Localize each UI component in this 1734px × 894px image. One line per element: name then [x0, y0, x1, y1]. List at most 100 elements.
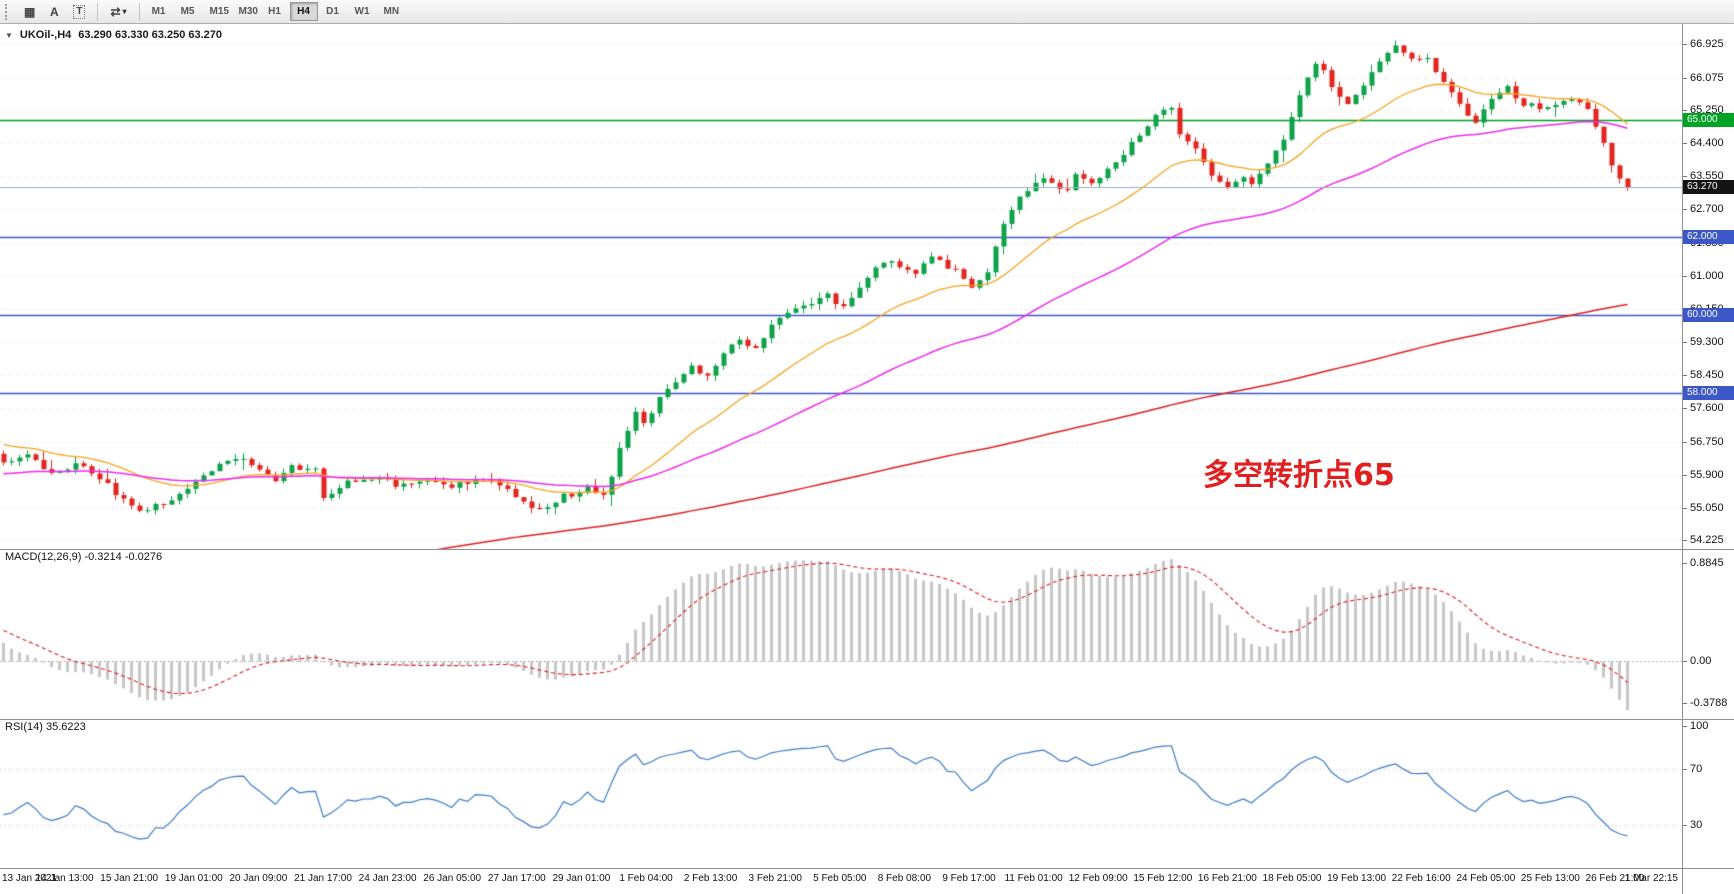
axis-tick — [1683, 275, 1687, 277]
time-axis-label: 15 Feb 12:00 — [1133, 873, 1193, 884]
legend-symbol: UKOil-,H4 — [19, 29, 72, 41]
chevron-down-icon: ▾ — [122, 7, 127, 16]
time-axis-label: 20 Jan 09:00 — [229, 873, 288, 884]
time-axis-label: 13 Jan 2021 — [2, 873, 58, 884]
toolbar-separator — [97, 2, 99, 21]
macd-label: MACD(12,26,9) -0.3214 -0.0276 — [5, 551, 163, 563]
time-axis-label: 5 Feb 05:00 — [813, 873, 867, 884]
axis-tick — [1683, 176, 1687, 178]
legend-ohlc: 63.290 63.330 63.250 63.270 — [78, 29, 223, 41]
toolbar-grip-handle[interactable] — [5, 3, 12, 20]
axis-tick — [1683, 342, 1687, 344]
axis-label: 61.000 — [1690, 269, 1724, 282]
timeframe-group: M1 M5 M15 M30 H1 H4 D1 W1 MN — [145, 2, 405, 21]
timeframe-button-w1[interactable]: W1 — [348, 2, 376, 21]
letter-t-icon: T — [73, 4, 86, 19]
timeframe-button-m30[interactable]: M30 — [232, 2, 260, 21]
axis-label: 0.00 — [1690, 654, 1712, 667]
time-axis-label: 22 Feb 16:00 — [1391, 873, 1451, 884]
axis-label: 64.400 — [1690, 137, 1724, 150]
pane-separator[interactable] — [0, 719, 1734, 720]
timeframe-button-m5[interactable]: M5 — [174, 2, 202, 21]
time-axis-label: 1 Feb 04:00 — [619, 873, 673, 884]
support-price-badge: 60.000 — [1683, 307, 1734, 322]
support-price-badge: 62.000 — [1683, 229, 1734, 244]
axis-tick — [1683, 77, 1687, 79]
time-axis-label: 25 Feb 13:00 — [1520, 873, 1580, 884]
time-axis-label: 16 Feb 21:00 — [1197, 873, 1257, 884]
axis-label: 66.075 — [1690, 71, 1724, 84]
axis-tick — [1683, 825, 1687, 827]
timeframe-button-h1[interactable]: H1 — [261, 2, 289, 21]
axis-tick — [1683, 540, 1687, 542]
axis-tick — [1683, 768, 1687, 770]
axis-tick — [1683, 143, 1687, 145]
timeframe-button-m1[interactable]: M1 — [145, 2, 173, 21]
time-axis-label: 19 Jan 01:00 — [164, 873, 223, 884]
time-axis-label: 18 Feb 05:00 — [1262, 873, 1322, 884]
time-axis-label: 8 Feb 08:00 — [877, 873, 932, 884]
time-axis-separator — [0, 868, 1734, 869]
axis-label: 59.300 — [1690, 336, 1724, 349]
chart-canvas[interactable] — [0, 24, 1682, 894]
cycle-tool-button[interactable]: ⇄ ▾ — [103, 2, 133, 22]
time-axis-label: 1 Mar 22:15 — [1624, 873, 1678, 884]
axis-label: 70 — [1690, 762, 1703, 775]
time-axis-label: 15 Jan 21:00 — [100, 873, 159, 884]
time-axis-label: 11 Feb 01:00 — [1004, 873, 1063, 884]
axis-label: 55.050 — [1690, 502, 1724, 514]
time-axis-label: 2 Feb 13:00 — [683, 873, 738, 884]
grid-tool-button[interactable]: ▦ — [17, 2, 42, 22]
cycle-arrows-icon: ⇄ — [110, 4, 121, 19]
time-axis-label: 26 Feb 21:00 — [1585, 873, 1645, 884]
time-axis-label: 24 Feb 05:00 — [1456, 873, 1516, 884]
timeframe-button-mn[interactable]: MN — [377, 2, 405, 21]
axis-label: 100 — [1690, 720, 1709, 733]
text-label-button[interactable]: T — [66, 2, 92, 22]
axis-tick — [1683, 474, 1687, 476]
time-axis-label: 24 Jan 23:00 — [358, 873, 417, 884]
axis-label: 0.8845 — [1690, 556, 1724, 569]
timeframe-button-h4[interactable]: H4 — [289, 2, 318, 21]
axis-label: 56.750 — [1690, 435, 1724, 448]
support-price-badge: 58.000 — [1683, 385, 1734, 400]
time-axis-label: 3 Feb 21:00 — [748, 873, 802, 884]
axis-label: 66.925 — [1690, 38, 1724, 51]
timeframe-button-d1[interactable]: D1 — [319, 2, 347, 21]
chart-legend: ▼ UKOil-,H4 63.290 63.330 63.250 63.270 — [5, 29, 222, 41]
axis-tick — [1683, 660, 1687, 662]
axis-label: 63.550 — [1690, 170, 1724, 183]
time-axis-label: 29 Jan 01:00 — [552, 873, 611, 884]
axis-label: 54.225 — [1690, 534, 1724, 547]
text-annotation-button[interactable]: A — [42, 2, 66, 22]
rsi-label: RSI(14) 35.6223 — [5, 721, 86, 733]
axis-tick — [1683, 562, 1687, 564]
time-axis: 13 Jan 2021 14 Jan 13:00 15 Jan 21:00 19 Ja… — [0, 869, 1734, 894]
time-axis-label: 26 Jan 05:00 — [423, 873, 482, 884]
axis-label: 57.600 — [1690, 402, 1724, 415]
axis-tick — [1683, 44, 1687, 46]
time-axis-label: 9 Feb 17:00 — [942, 873, 996, 884]
grid-icon: ▦ — [24, 4, 36, 19]
axis-label: -0.3788 — [1690, 696, 1728, 709]
bid-price-badge: 63.270 — [1683, 180, 1734, 195]
price-axis: 66.92566.07565.25064.40063.55062.70061.8… — [1682, 0, 1734, 894]
axis-tick — [1683, 375, 1687, 377]
axis-label: 62.700 — [1690, 203, 1724, 216]
resistance-price-badge: 65.000 — [1683, 112, 1734, 127]
time-axis-label: 19 Feb 13:00 — [1327, 873, 1387, 884]
axis-tick — [1683, 702, 1687, 704]
timeframe-button-m15[interactable]: M15 — [203, 2, 231, 21]
collapse-icon[interactable]: ▼ — [5, 30, 13, 40]
axis-tick — [1683, 441, 1687, 443]
axis-tick — [1683, 726, 1687, 728]
time-axis-label: 21 Jan 17:00 — [294, 873, 352, 884]
time-axis-label: 27 Jan 17:00 — [487, 873, 546, 884]
pane-separator[interactable] — [0, 549, 1734, 550]
axis-label: 58.450 — [1690, 369, 1724, 382]
letter-a-icon: A — [50, 4, 59, 19]
axis-label: 30 — [1690, 819, 1703, 832]
time-axis-label: 12 Feb 09:00 — [1068, 873, 1128, 884]
axis-label: 55.900 — [1690, 468, 1724, 481]
